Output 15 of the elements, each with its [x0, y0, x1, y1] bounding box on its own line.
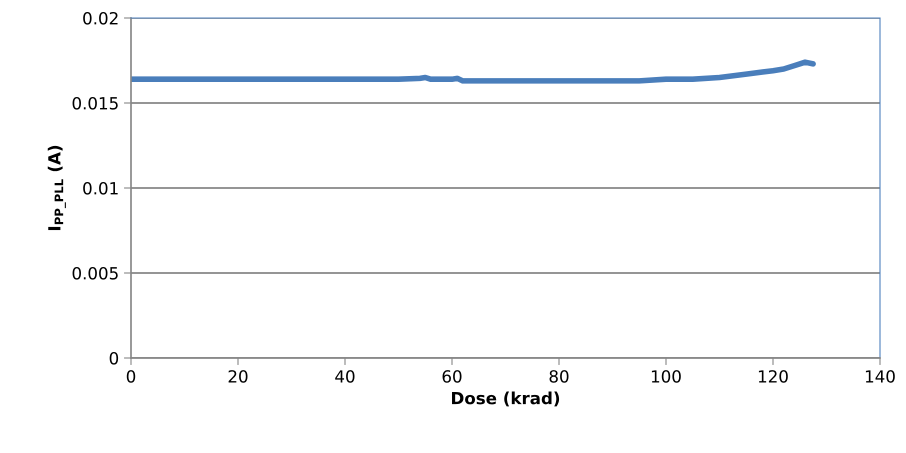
y-tick-label: 0.01 — [83, 182, 118, 195]
x-tick-label: 100 — [652, 370, 681, 383]
x-axis-title: Dose (krad) — [452, 391, 560, 406]
y-tick-label: 0.005 — [72, 266, 118, 280]
x-tick-label: 0 — [126, 370, 136, 383]
x-tick-label: 120 — [758, 370, 788, 383]
x-tick-label: 40 — [335, 370, 354, 383]
y-axis-title: I$_{PP_PLL}$ (A) — [48, 146, 66, 230]
x-tick-label: 60 — [442, 370, 462, 383]
y-tick-label: 0.015 — [72, 96, 118, 110]
y-tick-label: 0 — [110, 352, 118, 365]
y-tick-label: 0.02 — [83, 12, 118, 25]
x-tick-label: 80 — [550, 370, 568, 383]
x-tick-label: 140 — [866, 370, 895, 383]
x-tick-label: 20 — [228, 370, 248, 383]
